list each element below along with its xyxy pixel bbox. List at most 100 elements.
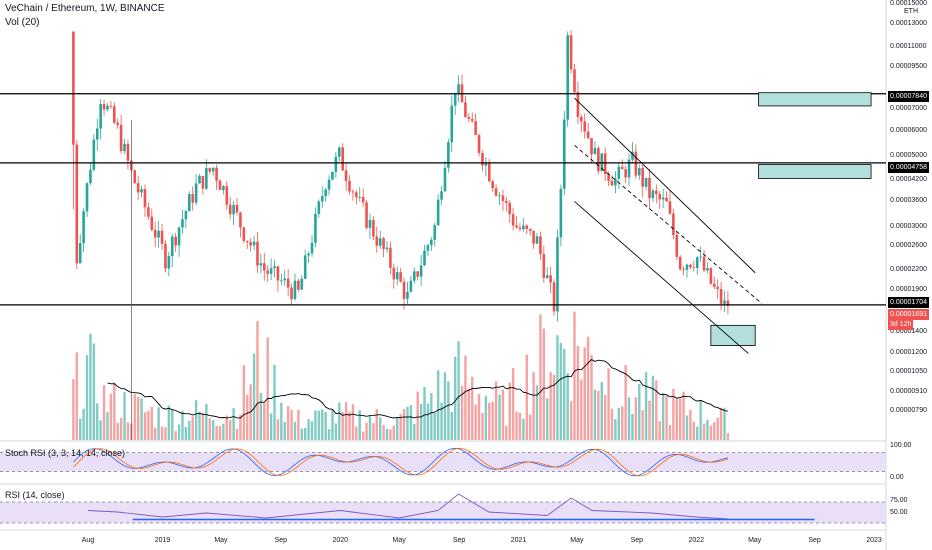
candle-body <box>116 122 120 125</box>
price-axis-tick: 0.00001050 <box>890 367 927 375</box>
indicator-axis-tick: 100.00 <box>890 442 912 449</box>
volume-bar <box>566 373 569 440</box>
volume-bar <box>365 422 368 440</box>
candle-body <box>610 180 614 186</box>
candle-body <box>136 183 140 193</box>
candle-body <box>187 194 191 212</box>
candle-body <box>453 93 457 106</box>
candle-body <box>402 281 406 299</box>
candle-body <box>685 264 689 270</box>
volume-bar <box>713 422 716 440</box>
candle-body <box>689 264 692 268</box>
volume-bar <box>92 343 96 440</box>
candle-body <box>215 167 218 181</box>
volume-bar <box>685 415 689 440</box>
volume-bar <box>177 424 181 440</box>
candle-body <box>528 228 532 231</box>
volume-bar <box>368 416 372 440</box>
candle-body <box>559 188 563 238</box>
candle-body <box>160 230 164 244</box>
candle-body <box>327 179 331 190</box>
volume-bar <box>194 400 198 440</box>
volume-bar <box>106 412 109 440</box>
candle-body <box>641 168 644 187</box>
volume-bar <box>218 426 222 440</box>
volume-bar <box>477 393 481 440</box>
volume-bar <box>157 407 160 440</box>
candle-body <box>280 280 283 282</box>
candle-body <box>498 195 501 197</box>
candle-body <box>620 166 624 170</box>
candle-body <box>699 256 702 258</box>
volume-bar <box>297 409 300 440</box>
candle-body <box>668 201 672 214</box>
volume-bar <box>280 402 283 440</box>
volume-indicator-label: Vol (20) <box>5 17 40 28</box>
axis-unit: ETH <box>904 8 918 15</box>
candle-body <box>426 245 430 251</box>
candle-body <box>259 263 263 266</box>
time-axis-tick: Sep <box>452 537 466 544</box>
volume-bar <box>484 395 488 440</box>
volume-bar <box>532 372 535 440</box>
candle-body <box>634 151 638 176</box>
price-axis-tick: 0.00003000 <box>890 222 927 230</box>
time-axis-tick: May <box>748 537 762 544</box>
price-axis-tick: 0.00000910 <box>890 387 927 395</box>
candle-body <box>266 270 269 274</box>
volume-bar <box>385 428 389 440</box>
candle-body <box>170 236 174 257</box>
volume-bar <box>641 410 644 440</box>
candle-body <box>382 238 385 250</box>
volume-bar <box>242 365 246 440</box>
volume-bar <box>355 426 358 440</box>
channel-mid-line <box>574 144 763 304</box>
candle-body <box>235 204 239 213</box>
volume-bar <box>597 391 600 440</box>
volume-bar <box>136 397 140 440</box>
candle-body <box>658 194 662 200</box>
candle-body <box>317 201 321 214</box>
volume-bar <box>113 382 116 440</box>
candle-body <box>457 84 460 94</box>
candle-body <box>607 174 610 181</box>
volume-bar <box>552 374 556 440</box>
candle-body <box>545 275 549 278</box>
price-axis-tick: 0.00015000 <box>890 0 927 7</box>
volume-bar <box>164 427 167 440</box>
candle-body <box>273 266 276 269</box>
candle-body <box>580 116 583 122</box>
volume-bar <box>389 429 392 440</box>
candle-body <box>300 278 304 290</box>
volume-bar <box>358 410 361 440</box>
volume-bar <box>453 356 457 440</box>
volume-bar <box>621 406 624 440</box>
volume-bar <box>96 403 99 440</box>
volume-bar <box>593 389 597 440</box>
candle-body <box>624 169 627 178</box>
candle-body <box>184 211 188 220</box>
stoch-k-line <box>73 447 728 477</box>
candle-body <box>518 227 522 230</box>
candle-body <box>665 197 668 202</box>
volume-bar <box>443 372 447 440</box>
candle-body <box>562 119 566 189</box>
volume-bar <box>573 311 576 440</box>
volume-bar <box>481 412 484 440</box>
candle-body <box>515 225 518 228</box>
volume-bar <box>655 380 658 440</box>
candle-body <box>436 199 440 226</box>
volume-bar <box>324 411 327 440</box>
candle-body <box>723 300 726 304</box>
candle-body <box>334 156 338 172</box>
time-axis-tick: May <box>392 537 406 544</box>
candle-body <box>320 196 324 202</box>
volume-bar <box>416 391 419 440</box>
volume-bar <box>246 394 249 440</box>
volume-ma-line <box>107 359 728 419</box>
candle-body <box>82 211 85 244</box>
candle-body <box>276 266 280 281</box>
rsi-band <box>0 502 886 523</box>
candle-body <box>310 242 314 254</box>
